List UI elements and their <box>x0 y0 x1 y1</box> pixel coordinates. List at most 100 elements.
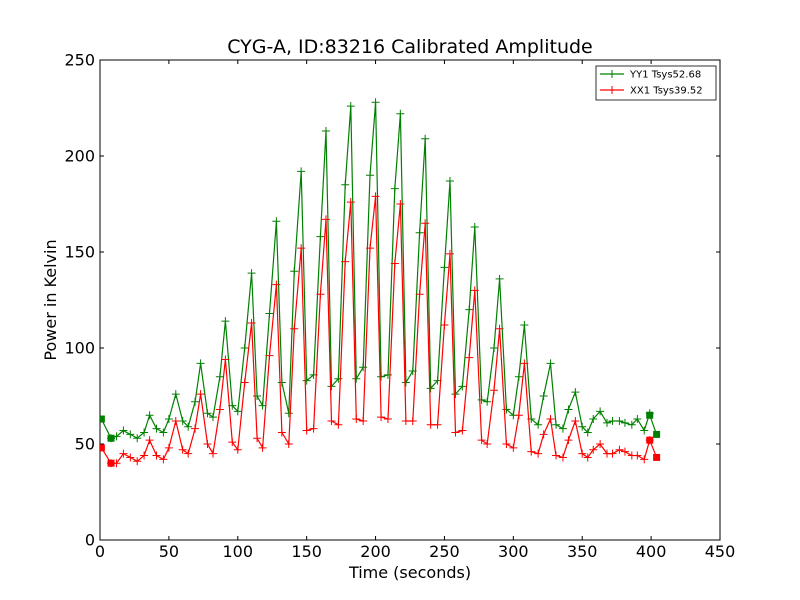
data-point <box>470 286 479 295</box>
legend: YY1 Tsys52.68 XX1 Tsys39.52 <box>595 65 717 101</box>
data-point <box>297 244 306 253</box>
data-point <box>191 424 200 433</box>
data-point <box>564 405 573 414</box>
data-point <box>615 445 624 454</box>
data-point <box>396 200 405 208</box>
x-tick-label: 450 <box>705 542 736 561</box>
y-tick-label: 0 <box>85 531 95 550</box>
data-point <box>253 434 262 443</box>
data-point <box>327 382 336 391</box>
series-2 <box>100 192 661 468</box>
data-point <box>383 370 392 379</box>
data-point <box>277 378 286 387</box>
data-point <box>302 426 311 435</box>
data-point <box>334 420 343 429</box>
legend-swatch-marker <box>608 86 616 94</box>
data-point <box>564 436 573 445</box>
end-marker <box>653 453 661 461</box>
data-point <box>366 171 375 180</box>
data-point <box>633 451 642 460</box>
data-point <box>589 415 598 424</box>
data-point <box>366 244 375 253</box>
data-point <box>297 167 306 176</box>
x-tick-label: 300 <box>498 542 529 561</box>
data-point <box>426 384 435 393</box>
y-tick-label: 50 <box>75 435 95 454</box>
legend-label: YY1 Tsys52.68 <box>629 70 701 81</box>
data-point <box>502 440 511 448</box>
data-point <box>546 359 555 368</box>
data-point <box>184 449 193 458</box>
data-point <box>433 420 442 429</box>
data-point <box>215 372 224 381</box>
data-point <box>126 430 135 439</box>
data-point <box>527 447 536 456</box>
data-point <box>215 405 224 414</box>
data-point <box>284 440 293 448</box>
data-point <box>578 422 587 431</box>
data-point <box>539 392 548 400</box>
data-point <box>346 198 355 207</box>
data-point <box>126 453 135 462</box>
data-point <box>334 374 343 383</box>
data-point <box>620 447 629 456</box>
data-point <box>284 409 293 418</box>
data-point <box>253 392 262 400</box>
data-point <box>145 411 154 420</box>
data-point <box>352 374 361 383</box>
data-point <box>171 416 180 425</box>
data-point <box>408 416 417 425</box>
data-point <box>415 290 424 299</box>
data-point <box>208 449 217 458</box>
data-point <box>390 184 399 193</box>
data-point <box>247 269 256 278</box>
end-marker <box>646 411 654 419</box>
data-point <box>426 420 435 429</box>
data-point <box>509 443 518 452</box>
data-point <box>341 257 350 266</box>
data-point <box>534 449 543 458</box>
data-point <box>483 397 492 406</box>
data-point <box>316 232 325 241</box>
data-point <box>140 428 149 437</box>
end-marker <box>107 459 115 467</box>
x-tick-label: 50 <box>159 542 179 561</box>
data-point <box>184 422 193 431</box>
data-point <box>458 382 467 391</box>
legend-box <box>595 65 717 101</box>
data-point <box>440 263 449 272</box>
data-point <box>490 344 499 352</box>
data-point <box>421 219 430 228</box>
end-marker <box>107 434 115 442</box>
data-point <box>451 390 460 399</box>
data-point <box>178 445 187 454</box>
data-point <box>316 290 325 299</box>
axes-frame <box>99 59 721 541</box>
data-point <box>552 451 561 460</box>
data-point <box>221 355 230 364</box>
data-point <box>615 416 624 425</box>
data-point <box>451 428 460 437</box>
data-point <box>309 424 318 433</box>
data-point <box>477 395 486 404</box>
data-point <box>327 416 336 425</box>
data-point <box>133 434 142 443</box>
data-point <box>377 372 386 381</box>
data-point <box>265 309 274 318</box>
chart-title: CYG-A, ID:83216 Calibrated Amplitude <box>227 36 592 58</box>
data-point <box>596 407 605 416</box>
data-point <box>377 413 386 422</box>
data-point <box>465 353 474 362</box>
data-point <box>520 359 529 368</box>
data-point <box>302 376 311 385</box>
data-point <box>258 443 267 452</box>
data-point <box>233 407 242 416</box>
data-point <box>608 416 617 425</box>
data-point <box>514 411 523 420</box>
data-point <box>240 344 249 352</box>
data-point <box>152 424 161 433</box>
x-tick-label: 250 <box>429 542 460 561</box>
data-point <box>608 449 617 458</box>
data-point <box>558 424 567 433</box>
